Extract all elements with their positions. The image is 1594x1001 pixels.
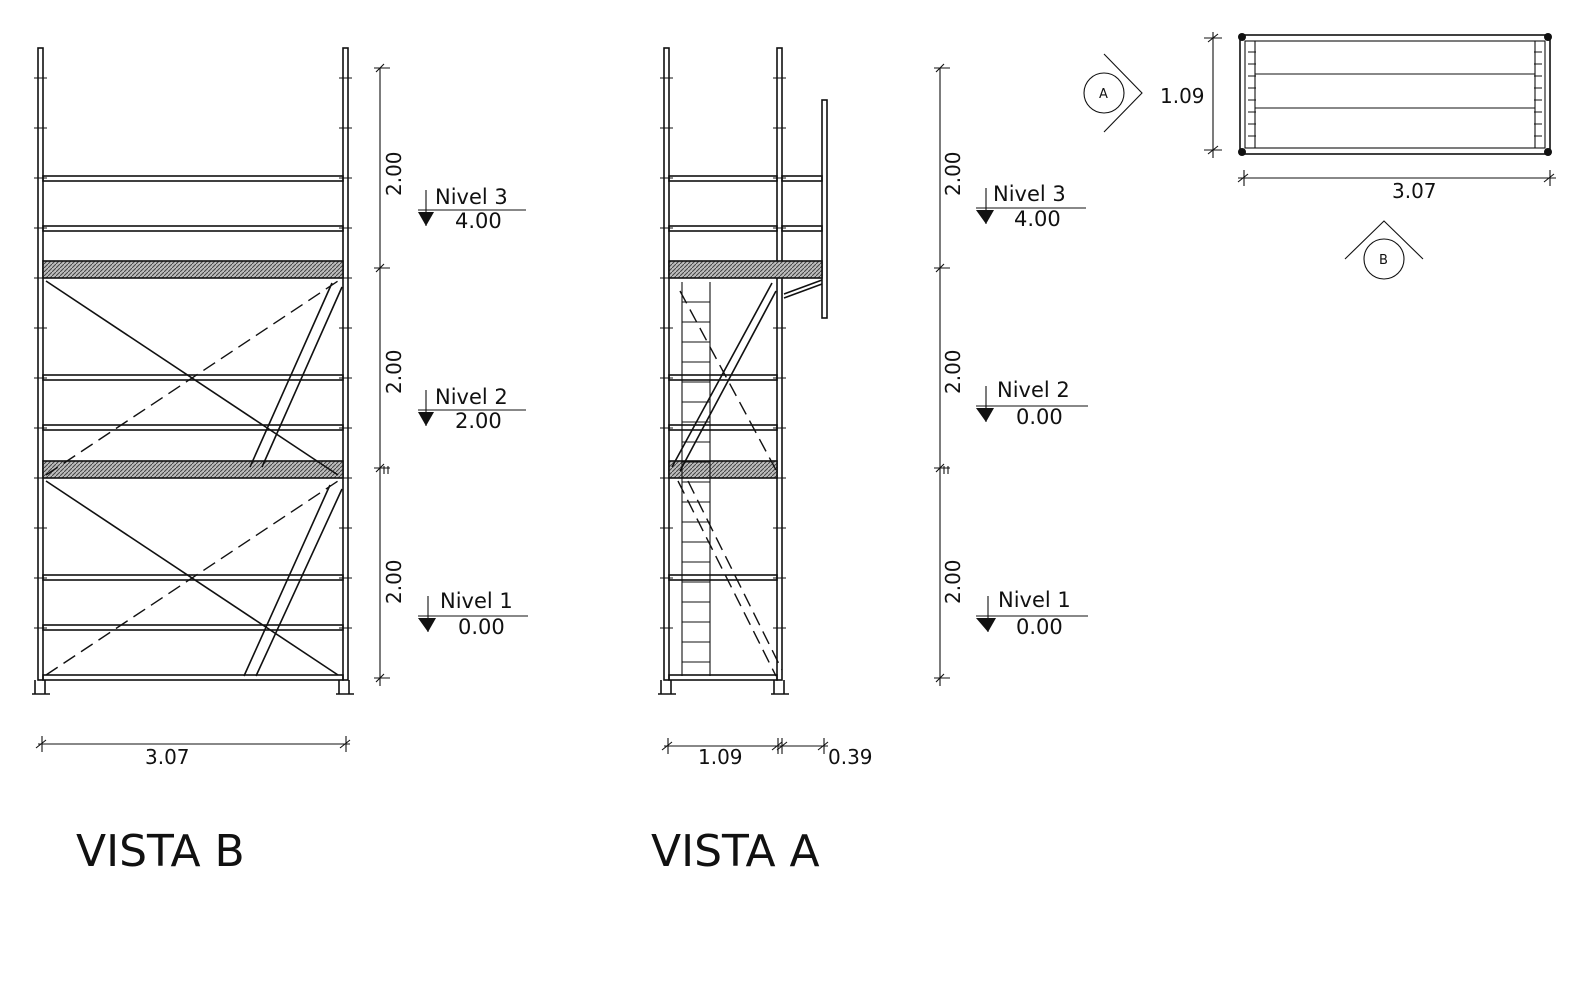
plan-view: 1.09 3.07 A B [1083, 32, 1556, 280]
vista-b-posts [37, 47, 349, 681]
vista-b-height-dimension [374, 63, 390, 686]
level-value: 4.00 [455, 209, 502, 233]
vista-a-elevation: 2.00 2.00 2.00 Nivel 3 4.00 Nivel 2 0.00… [651, 47, 1088, 877]
vista-b-height-label: 2.00 [382, 349, 406, 394]
plan-width-dimension [1237, 170, 1556, 186]
vista-a-extension-label: 0.39 [828, 745, 873, 769]
level-name: Nivel 1 [998, 588, 1071, 612]
vista-a-height-dimension [934, 63, 950, 686]
vista-b-braces [45, 280, 343, 677]
vista-a-title: VISTA A [651, 826, 820, 877]
vista-b-base-plates [32, 680, 354, 695]
section-marker-a-label: A [1099, 87, 1108, 102]
vista-b-height-label: 2.00 [382, 559, 406, 604]
plan-depth-label: 1.09 [1160, 84, 1205, 108]
vista-b-deck-level-3 [42, 260, 344, 279]
vista-a-height-label: 2.00 [941, 349, 965, 394]
vista-a-posts [663, 47, 828, 681]
vista-b-elevation: 2.00 2.00 2.00 Nivel 3 4.00 Nivel 2 2.00… [32, 47, 528, 877]
vista-a-level-marker: Nivel 2 0.00 [976, 378, 1088, 429]
plan-width-label: 3.07 [1392, 179, 1437, 203]
section-marker-a[interactable]: A [1083, 53, 1143, 133]
section-marker-b-label: B [1379, 253, 1388, 268]
vista-a-braces [671, 282, 783, 677]
vista-a-width-dimension [661, 738, 829, 754]
level-value: 4.00 [1014, 207, 1061, 231]
vista-a-height-label: 2.00 [941, 151, 965, 196]
plan-corner-posts [1238, 33, 1552, 156]
vista-a-level-marker: Nivel 3 4.00 [976, 182, 1086, 231]
level-name: Nivel 3 [993, 182, 1066, 206]
vista-b-level-marker: Nivel 1 0.00 [418, 589, 528, 639]
vista-b-height-label: 2.00 [382, 151, 406, 196]
vista-a-width-label: 1.09 [698, 745, 743, 769]
plan-edge-ticks [1248, 51, 1542, 137]
level-name: Nivel 2 [435, 385, 508, 409]
vista-b-width-dimension [35, 736, 351, 752]
level-name: Nivel 1 [440, 589, 513, 613]
level-value: 0.00 [458, 615, 505, 639]
level-value: 2.00 [455, 409, 502, 433]
vista-a-deck-level-2 [668, 460, 778, 479]
plan-depth-dimension [1204, 32, 1222, 158]
vista-b-post-ticks [34, 77, 352, 629]
level-name: Nivel 2 [997, 378, 1070, 402]
vista-a-post-ticks [660, 77, 786, 629]
vista-a-ladder [681, 282, 711, 676]
vista-b-ledgers [42, 175, 344, 681]
vista-a-base-plates [658, 680, 789, 695]
vista-b-title: VISTA B [76, 826, 245, 877]
vista-a-ledgers [668, 175, 823, 681]
vista-b-deck-level-2 [42, 460, 344, 479]
level-value: 0.00 [1016, 405, 1063, 429]
level-value: 0.00 [1016, 615, 1063, 639]
vista-a-level-marker: Nivel 1 0.00 [976, 588, 1088, 639]
vista-a-height-label: 2.00 [941, 559, 965, 604]
section-marker-b[interactable]: B [1344, 220, 1424, 280]
vista-b-level-marker: Nivel 3 4.00 [418, 185, 526, 233]
vista-a-bracket-brace [783, 279, 823, 299]
level-name: Nivel 3 [435, 185, 508, 209]
vista-b-level-marker: Nivel 2 2.00 [418, 385, 526, 433]
vista-a-deck-level-3 [668, 260, 823, 279]
vista-b-width-label: 3.07 [145, 745, 190, 769]
